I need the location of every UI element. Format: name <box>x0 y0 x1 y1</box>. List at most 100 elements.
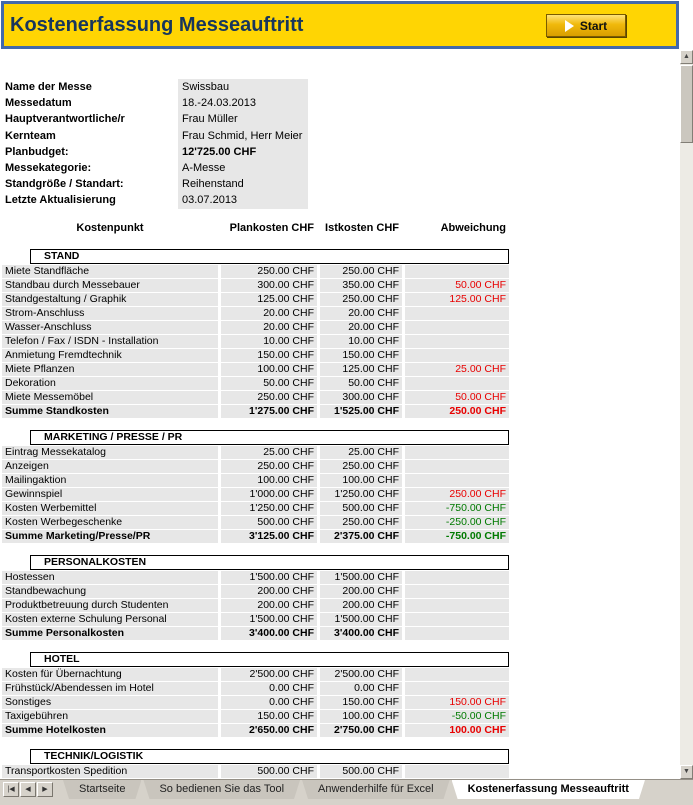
sheet-tab-anwenderhilfe-für-excel[interactable]: Anwenderhilfe für Excel <box>302 780 450 799</box>
ist-cell[interactable]: 2'500.00 CHF <box>320 668 402 681</box>
cost-label-cell[interactable]: Anmietung Fremdtechnik <box>2 349 218 362</box>
plan-cell[interactable]: 2'650.00 CHF <box>221 724 317 737</box>
nav-first-sheet-icon[interactable]: |◀ <box>3 782 19 797</box>
sheet-tab-so-bedienen-sie-das-tool[interactable]: So bedienen Sie das Tool <box>143 780 300 799</box>
cost-label-cell[interactable]: Gewinnspiel <box>2 488 218 501</box>
abw-cell[interactable]: 100.00 CHF <box>405 724 509 737</box>
abw-cell[interactable] <box>405 668 509 681</box>
ist-cell[interactable]: 3'400.00 CHF <box>320 627 402 640</box>
section-header[interactable]: STAND <box>30 249 509 264</box>
plan-cell[interactable]: 100.00 CHF <box>221 363 317 376</box>
plan-cell[interactable]: 50.00 CHF <box>221 377 317 390</box>
cost-label-cell[interactable]: Anzeigen <box>2 460 218 473</box>
ist-cell[interactable]: 250.00 CHF <box>320 460 402 473</box>
plan-cell[interactable]: 20.00 CHF <box>221 321 317 334</box>
ist-cell[interactable]: 100.00 CHF <box>320 474 402 487</box>
abw-cell[interactable] <box>405 585 509 598</box>
plan-cell[interactable]: 250.00 CHF <box>221 265 317 278</box>
plan-cell[interactable]: 1'000.00 CHF <box>221 488 317 501</box>
abw-cell[interactable] <box>405 571 509 584</box>
cost-label-cell[interactable]: Kosten externe Schulung Personal <box>2 613 218 626</box>
scroll-up-icon[interactable]: ▲ <box>680 50 693 64</box>
ist-cell[interactable]: 10.00 CHF <box>320 335 402 348</box>
info-value[interactable]: Reihenstand <box>178 176 308 193</box>
section-header[interactable]: MARKETING / PRESSE / PR <box>30 430 509 445</box>
plan-cell[interactable]: 150.00 CHF <box>221 710 317 723</box>
ist-cell[interactable]: 250.00 CHF <box>320 265 402 278</box>
nav-prev-sheet-icon[interactable]: ◀ <box>20 782 36 797</box>
cost-label-cell[interactable]: Transportkosten Spedition <box>2 765 218 778</box>
cost-label-cell[interactable]: Miete Messemöbel <box>2 391 218 404</box>
plan-cell[interactable]: 150.00 CHF <box>221 349 317 362</box>
cost-label-cell[interactable]: Standbau durch Messebauer <box>2 279 218 292</box>
start-button[interactable]: Start <box>546 14 626 37</box>
abw-cell[interactable] <box>405 627 509 640</box>
ist-cell[interactable]: 250.00 CHF <box>320 293 402 306</box>
plan-cell[interactable]: 0.00 CHF <box>221 696 317 709</box>
cost-label-cell[interactable]: Sonstiges <box>2 696 218 709</box>
plan-cell[interactable]: 2'500.00 CHF <box>221 668 317 681</box>
plan-cell[interactable]: 3'400.00 CHF <box>221 627 317 640</box>
plan-cell[interactable]: 0.00 CHF <box>221 682 317 695</box>
ist-cell[interactable]: 20.00 CHF <box>320 321 402 334</box>
abw-cell[interactable]: -750.00 CHF <box>405 530 509 543</box>
ist-cell[interactable]: 0.00 CHF <box>320 682 402 695</box>
cost-label-cell[interactable]: Frühstück/Abendessen im Hotel <box>2 682 218 695</box>
plan-cell[interactable]: 500.00 CHF <box>221 516 317 529</box>
plan-cell[interactable]: 200.00 CHF <box>221 599 317 612</box>
sheet-tab-kostenerfassung-messeauftritt[interactable]: Kostenerfassung Messeauftritt <box>452 780 645 799</box>
plan-cell[interactable]: 250.00 CHF <box>221 460 317 473</box>
cost-label-cell[interactable]: Miete Standfläche <box>2 265 218 278</box>
abw-cell[interactable]: 250.00 CHF <box>405 488 509 501</box>
ist-cell[interactable]: 300.00 CHF <box>320 391 402 404</box>
abw-cell[interactable] <box>405 599 509 612</box>
plan-cell[interactable]: 1'275.00 CHF <box>221 405 317 418</box>
ist-cell[interactable]: 1'250.00 CHF <box>320 488 402 501</box>
plan-cell[interactable]: 3'125.00 CHF <box>221 530 317 543</box>
cost-label-cell[interactable]: Standbewachung <box>2 585 218 598</box>
ist-cell[interactable]: 1'525.00 CHF <box>320 405 402 418</box>
cost-label-cell[interactable]: Telefon / Fax / ISDN - Installation <box>2 335 218 348</box>
vertical-scrollbar[interactable]: ▲ ▼ <box>680 50 693 779</box>
ist-cell[interactable]: 500.00 CHF <box>320 502 402 515</box>
section-header[interactable]: TECHNIK/LOGISTIK <box>30 749 509 764</box>
ist-cell[interactable]: 1'500.00 CHF <box>320 571 402 584</box>
info-value[interactable]: 18.-24.03.2013 <box>178 95 308 112</box>
plan-cell[interactable]: 10.00 CHF <box>221 335 317 348</box>
abw-cell[interactable] <box>405 349 509 362</box>
ist-cell[interactable]: 250.00 CHF <box>320 516 402 529</box>
cost-label-cell[interactable]: Miete Pflanzen <box>2 363 218 376</box>
ist-cell[interactable]: 200.00 CHF <box>320 585 402 598</box>
plan-cell[interactable]: 100.00 CHF <box>221 474 317 487</box>
cost-label-cell[interactable]: Summe Standkosten <box>2 405 218 418</box>
ist-cell[interactable]: 2'750.00 CHF <box>320 724 402 737</box>
abw-cell[interactable] <box>405 460 509 473</box>
cost-label-cell[interactable]: Kosten für Übernachtung <box>2 668 218 681</box>
nav-next-sheet-icon[interactable]: ▶ <box>37 782 53 797</box>
abw-cell[interactable] <box>405 765 509 778</box>
section-header[interactable]: PERSONALKOSTEN <box>30 555 509 570</box>
ist-cell[interactable]: 125.00 CHF <box>320 363 402 376</box>
abw-cell[interactable]: -50.00 CHF <box>405 710 509 723</box>
plan-cell[interactable]: 300.00 CHF <box>221 279 317 292</box>
ist-cell[interactable]: 2'375.00 CHF <box>320 530 402 543</box>
cost-label-cell[interactable]: Summe Marketing/Presse/PR <box>2 530 218 543</box>
ist-cell[interactable]: 50.00 CHF <box>320 377 402 390</box>
cost-label-cell[interactable]: Kosten Werbegeschenke <box>2 516 218 529</box>
abw-cell[interactable]: 50.00 CHF <box>405 391 509 404</box>
info-value[interactable]: 03.07.2013 <box>178 192 308 209</box>
abw-cell[interactable] <box>405 682 509 695</box>
abw-cell[interactable] <box>405 307 509 320</box>
cost-label-cell[interactable]: Summe Hotelkosten <box>2 724 218 737</box>
cost-label-cell[interactable]: Standgestaltung / Graphik <box>2 293 218 306</box>
ist-cell[interactable]: 500.00 CHF <box>320 765 402 778</box>
ist-cell[interactable]: 1'500.00 CHF <box>320 613 402 626</box>
abw-cell[interactable] <box>405 321 509 334</box>
cost-label-cell[interactable]: Hostessen <box>2 571 218 584</box>
cost-label-cell[interactable]: Kosten Werbemittel <box>2 502 218 515</box>
info-value[interactable]: Frau Schmid, Herr Meier <box>178 127 308 144</box>
abw-cell[interactable] <box>405 335 509 348</box>
ist-cell[interactable]: 100.00 CHF <box>320 710 402 723</box>
ist-cell[interactable]: 350.00 CHF <box>320 279 402 292</box>
abw-cell[interactable] <box>405 377 509 390</box>
